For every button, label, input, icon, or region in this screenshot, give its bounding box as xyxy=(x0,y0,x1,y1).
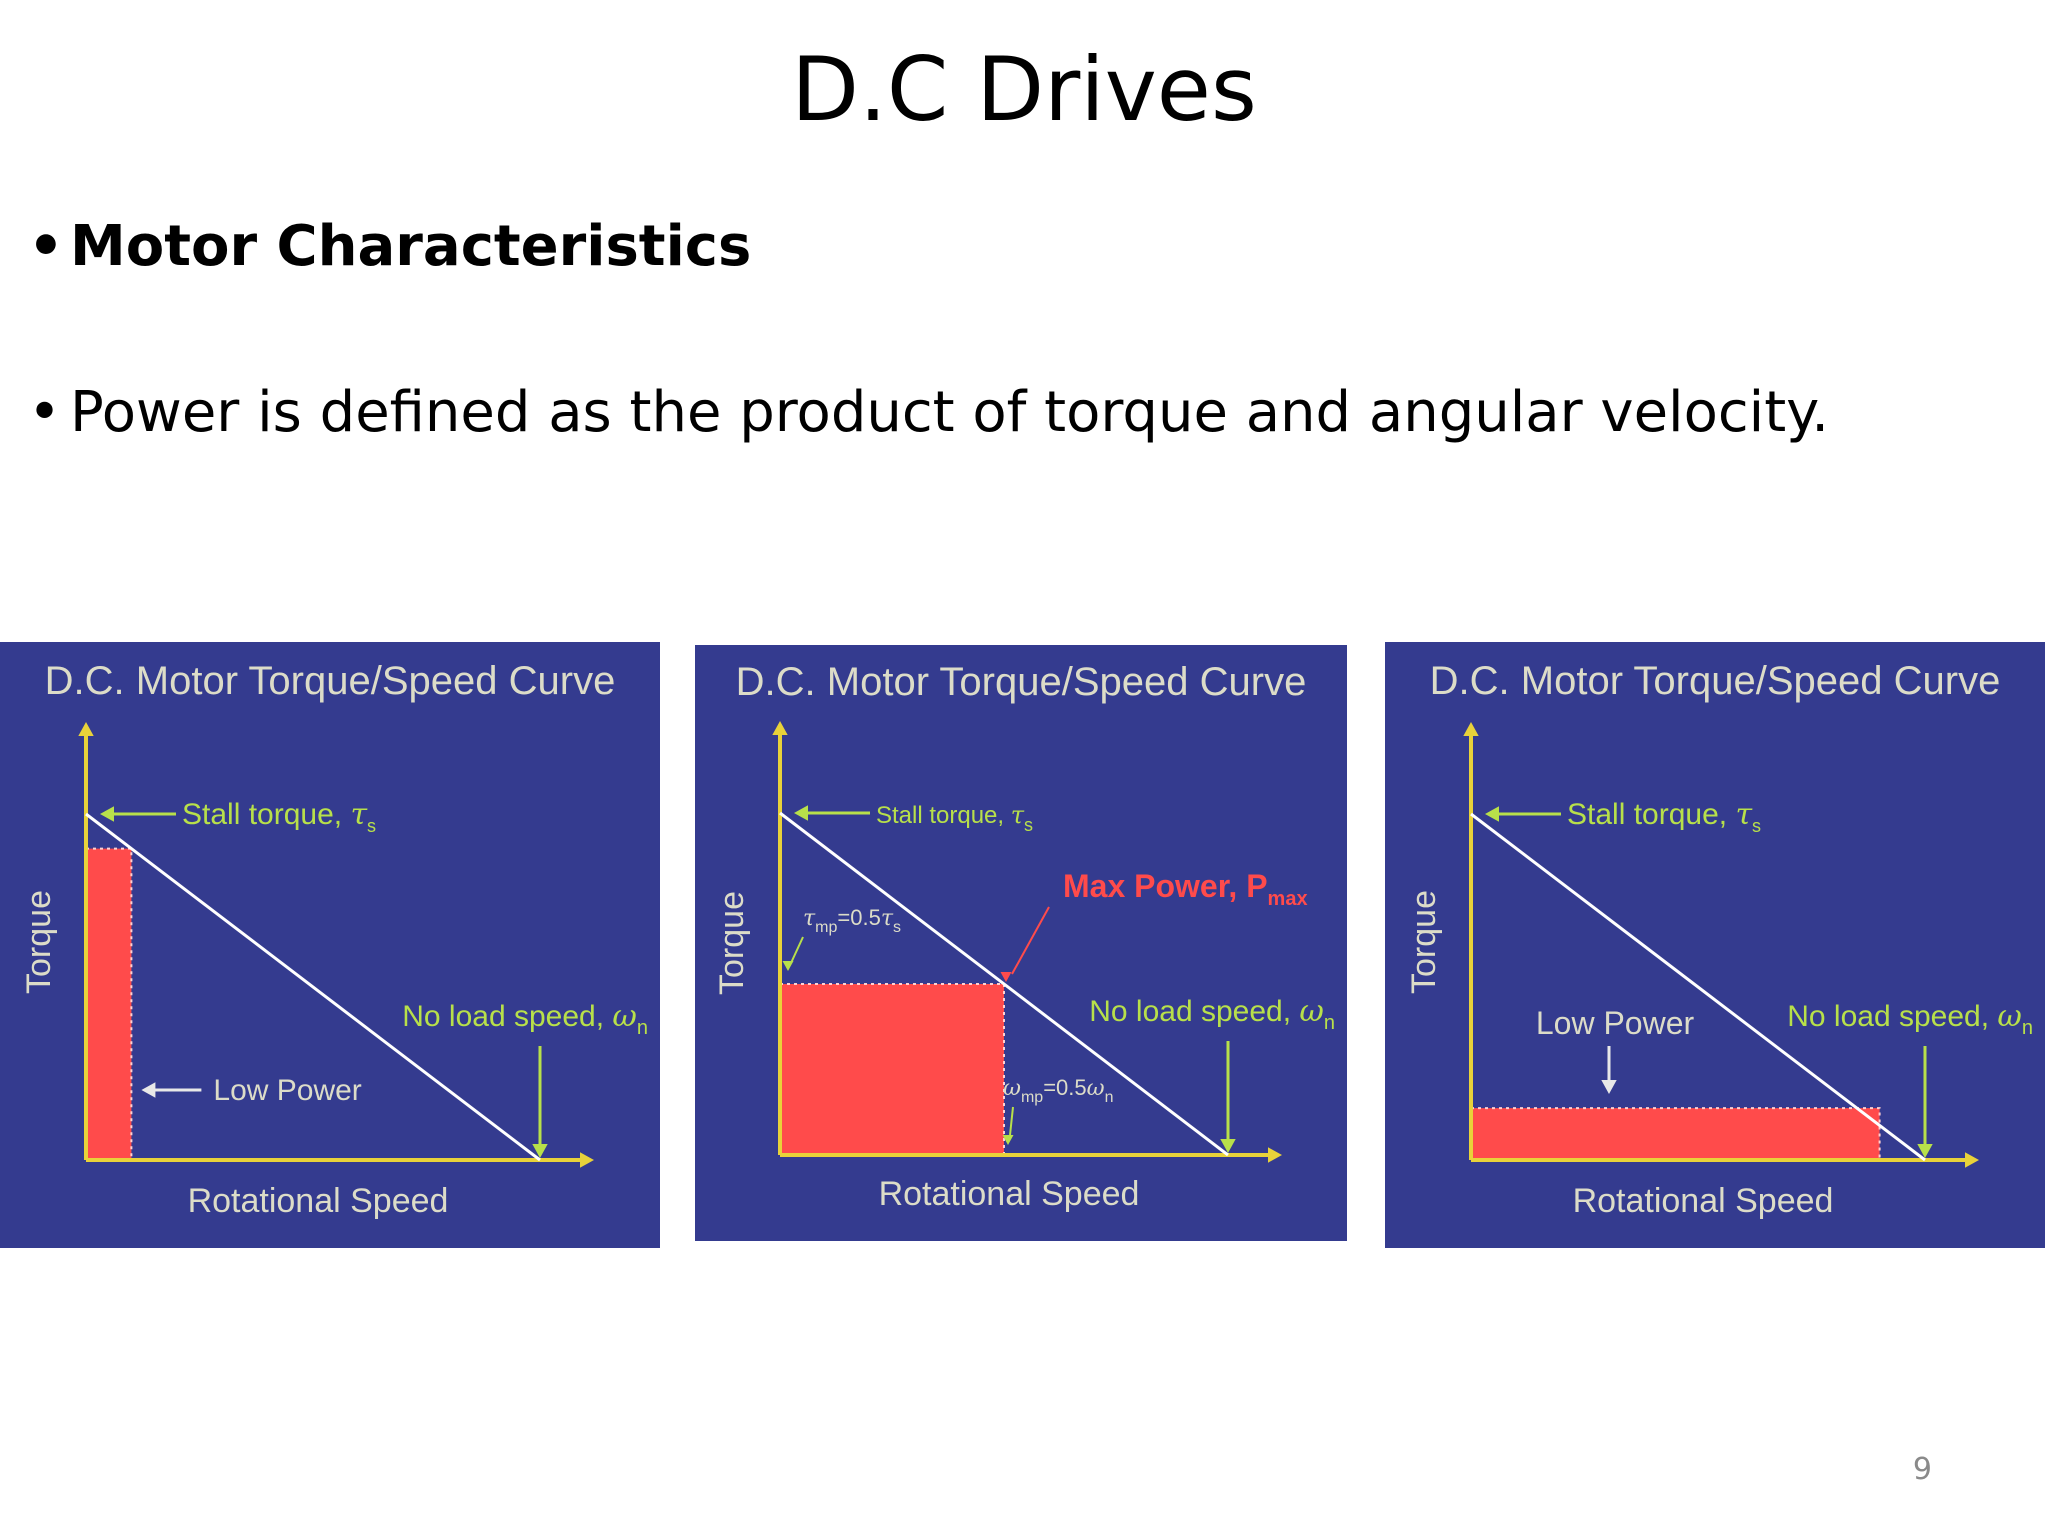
x-axis-arrow xyxy=(1268,1147,1282,1163)
omega-mp-subscript: mp xyxy=(1021,1089,1043,1106)
y-axis-label: Torque xyxy=(713,891,751,995)
no-load-speed-symbol: ω xyxy=(1997,999,2021,1034)
stall-torque-subscript: s xyxy=(1752,816,1761,836)
bullet-text: Motor Characteristics xyxy=(70,214,752,279)
omega-mp-noload-symbol: ω xyxy=(1087,1076,1105,1101)
stall-torque-symbol: τ xyxy=(350,797,367,832)
stall-torque-subscript: s xyxy=(1024,815,1033,835)
torque-speed-chart-high-speed: D.C. Motor Torque/Speed Curve Rotational … xyxy=(1385,642,2045,1248)
no-load-speed-arrow xyxy=(1220,1139,1236,1153)
x-axis-label: Rotational Speed xyxy=(1573,1182,1834,1220)
chart-title: D.C. Motor Torque/Speed Curve xyxy=(45,659,616,703)
stall-torque-symbol: τ xyxy=(1011,801,1025,829)
max-power-subscript: max xyxy=(1268,888,1308,910)
no-load-speed-symbol: ω xyxy=(612,999,636,1034)
low-power-arrow xyxy=(1601,1080,1617,1094)
no-load-speed-text: No load speed, xyxy=(1089,995,1299,1028)
omega-mp-arrow xyxy=(1002,1135,1014,1145)
omega-mp-label: ωmp=0.5ωn xyxy=(1003,1075,1113,1106)
stall-torque-symbol: τ xyxy=(1735,797,1752,832)
y-axis-arrow xyxy=(1463,722,1479,736)
bullet-power-definition: • Power is defined as the product of torq… xyxy=(28,378,1829,448)
y-axis-arrow xyxy=(772,721,788,735)
tau-mp-symbol: τ xyxy=(803,906,816,931)
no-load-speed-arrow xyxy=(1917,1144,1933,1158)
stall-torque-text: Stall torque, xyxy=(182,798,350,831)
power-rectangle-outline xyxy=(1471,1107,1881,1160)
power-rectangle xyxy=(780,984,1004,1155)
bullet-text: Power is defined as the product of torqu… xyxy=(70,380,1830,445)
chart-title: D.C. Motor Torque/Speed Curve xyxy=(1430,659,2001,703)
stall-torque-label: Stall torque, τs xyxy=(1567,797,1761,836)
stall-torque-arrow xyxy=(100,806,114,822)
no-load-speed-label: No load speed, ωn xyxy=(1787,999,2033,1039)
tau-mp-arrow-line xyxy=(790,936,804,964)
x-axis-label: Rotational Speed xyxy=(188,1182,449,1220)
no-load-speed-subscript: n xyxy=(637,1017,648,1039)
bullet-dot: • xyxy=(28,380,62,445)
stall-torque-arrow xyxy=(794,805,808,821)
y-axis-label: Torque xyxy=(20,890,58,994)
chart-title: D.C. Motor Torque/Speed Curve xyxy=(736,660,1307,704)
no-load-speed-label: No load speed, ωn xyxy=(1089,994,1335,1034)
y-axis-label: Torque xyxy=(1405,890,1443,994)
torque-speed-line xyxy=(1470,812,1926,1162)
x-axis-arrow xyxy=(580,1152,594,1168)
no-load-speed-text: No load speed, xyxy=(402,1000,612,1033)
omega-mp-noload-subscript: n xyxy=(1105,1089,1114,1106)
torque-speed-chart-max-power: D.C. Motor Torque/Speed Curve Rotational … xyxy=(695,645,1347,1241)
stall-torque-text: Stall torque, xyxy=(1567,798,1735,831)
page-number: 9 xyxy=(1912,1452,1932,1487)
no-load-speed-subscript: n xyxy=(2022,1017,2033,1039)
tau-mp-stall-symbol: τ xyxy=(881,906,894,931)
no-load-speed-subscript: n xyxy=(1324,1012,1335,1034)
stall-torque-arrow xyxy=(1485,806,1499,822)
torque-speed-line xyxy=(779,811,1229,1157)
max-power-label: Max Power, Pmax xyxy=(1063,868,1308,910)
no-load-speed-text: No load speed, xyxy=(1787,1000,1997,1033)
power-rectangle-outline xyxy=(86,847,133,1160)
torque-speed-line xyxy=(85,812,541,1162)
omega-mp-value: =0.5 xyxy=(1043,1075,1086,1100)
stall-torque-subscript: s xyxy=(367,816,376,836)
tau-mp-value: =0.5 xyxy=(837,905,880,930)
max-power-text: Max Power, P xyxy=(1063,868,1268,904)
x-axis-arrow xyxy=(1965,1152,1979,1168)
chart-svg: D.C. Motor Torque/Speed Curve Rotational … xyxy=(713,660,1335,1213)
stall-torque-label: Stall torque, τs xyxy=(876,801,1033,835)
low-power-label: Low Power xyxy=(213,1074,361,1107)
omega-mp-arrow-line xyxy=(1009,1106,1014,1136)
bullet-motor-characteristics: • Motor Characteristics xyxy=(28,212,751,282)
tau-mp-label: τmp=0.5τs xyxy=(803,905,901,936)
bullet-dot: • xyxy=(28,214,64,279)
max-power-arrow xyxy=(1000,972,1012,982)
tau-mp-arrow xyxy=(782,961,794,971)
y-axis-arrow xyxy=(78,722,94,736)
omega-mp-symbol: ω xyxy=(1003,1076,1021,1101)
chart-svg: D.C. Motor Torque/Speed Curve Rotational … xyxy=(1405,659,2033,1220)
chart-svg: D.C. Motor Torque/Speed Curve Rotational … xyxy=(20,659,648,1220)
power-rectangle xyxy=(86,848,132,1160)
no-load-speed-symbol: ω xyxy=(1299,994,1323,1029)
stall-torque-label: Stall torque, τs xyxy=(182,797,376,836)
no-load-speed-label: No load speed, ωn xyxy=(402,999,648,1039)
low-power-label: Low Power xyxy=(1536,1005,1695,1041)
x-axis-label: Rotational Speed xyxy=(879,1175,1140,1213)
low-power-arrow xyxy=(141,1082,156,1098)
tau-mp-stall-subscript: s xyxy=(893,919,901,936)
tau-mp-subscript: mp xyxy=(815,919,837,936)
torque-speed-chart-low-speed: D.C. Motor Torque/Speed Curve Rotational … xyxy=(0,642,660,1248)
stall-torque-text: Stall torque, xyxy=(876,802,1011,829)
slide-title: D.C Drives xyxy=(791,38,1257,141)
power-rectangle xyxy=(1471,1108,1880,1160)
no-load-speed-arrow xyxy=(532,1144,548,1158)
max-power-arrow-line xyxy=(1011,906,1050,975)
